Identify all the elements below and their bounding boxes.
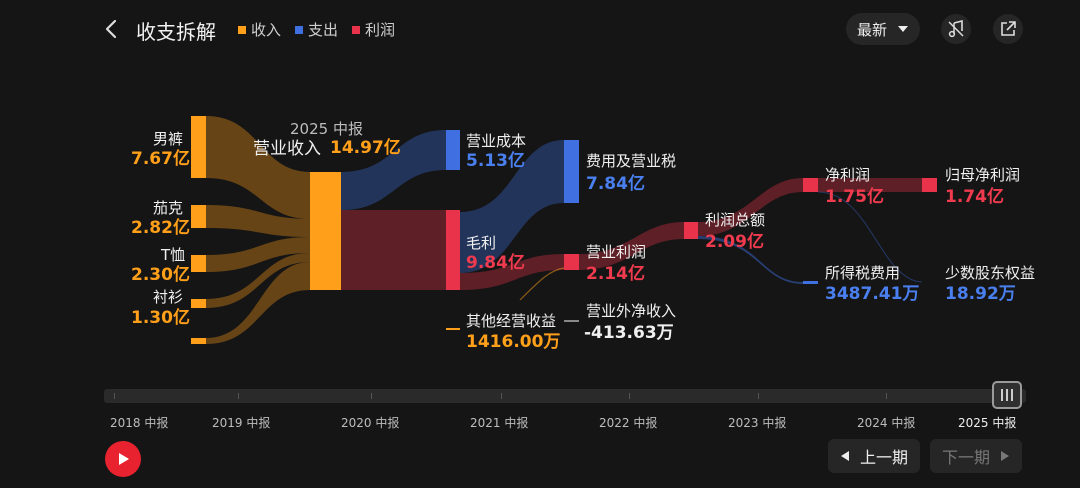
year-2024[interactable]: 2024 中报 — [857, 416, 916, 430]
share-icon — [1001, 21, 1016, 36]
value-tax: 3487.41万 — [825, 284, 920, 304]
year-2025[interactable]: 2025 中报 — [958, 416, 1017, 430]
music-note-off-icon — [948, 20, 964, 38]
node-shirt — [191, 299, 206, 308]
value-op-profit: 2.14亿 — [586, 264, 645, 284]
legend: 收入 支出 利润 — [238, 19, 395, 40]
node-expenses — [564, 140, 579, 203]
node-cost — [446, 130, 460, 170]
label-parent: 归母净利润 — [945, 166, 1021, 184]
value-other-income: 1416.00万 — [466, 332, 561, 352]
caret-right-icon — [1001, 451, 1009, 461]
timeline-track[interactable] — [104, 389, 1026, 403]
node-total-profit — [684, 222, 698, 239]
back-button[interactable] — [100, 16, 124, 42]
node-gross — [446, 210, 460, 290]
label-tax: 所得税费用 — [825, 264, 901, 282]
timeline-handle[interactable] — [992, 381, 1022, 409]
link-other — [206, 262, 310, 344]
node-tax — [803, 281, 818, 284]
value-total-profit: 2.09亿 — [705, 232, 764, 252]
value-revenue: 14.97亿 — [330, 138, 401, 158]
page-title: 收支拆解 — [136, 20, 216, 44]
caret-left-icon — [840, 451, 849, 461]
label-total-profit: 利润总额 — [705, 211, 766, 229]
next-period-button[interactable]: 下一期 — [930, 439, 1022, 473]
value-men-pants: 7.67亿 — [131, 149, 190, 169]
value-net-profit: 1.75亿 — [825, 187, 884, 207]
label-tshirt: T恤 — [161, 246, 186, 264]
label-minority: 少数股东权益 — [945, 264, 1036, 282]
play-button[interactable] — [105, 441, 141, 477]
label-men-pants: 男裤 — [153, 130, 184, 148]
label-revenue: 营业收入 — [253, 139, 321, 159]
link-tshirt — [206, 237, 310, 272]
period-select-value: 最新 — [857, 20, 888, 39]
link-net-profit — [698, 178, 803, 236]
node-revenue — [310, 172, 341, 290]
label-net-profit: 净利润 — [825, 166, 871, 184]
node-op-profit — [564, 254, 579, 270]
prev-period-button[interactable]: 上一期 — [828, 439, 920, 473]
share-button[interactable] — [993, 14, 1023, 44]
link-men-pants — [206, 116, 310, 219]
value-expenses: 7.84亿 — [586, 174, 645, 194]
node-parent — [922, 178, 937, 192]
value-non-op: -413.63万 — [584, 323, 674, 343]
label-op-profit: 营业利润 — [586, 243, 647, 261]
node-non-op — [564, 320, 579, 322]
link-parent — [818, 178, 922, 192]
music-note-off-button[interactable] — [941, 14, 971, 44]
legend-expense: 支出 — [295, 19, 338, 40]
link-minority — [817, 191, 923, 283]
label-jacket: 茄克 — [153, 199, 184, 217]
year-2021[interactable]: 2021 中报 — [470, 416, 529, 430]
back-chevron-icon — [105, 19, 117, 39]
chevron-down-icon — [898, 26, 909, 32]
year-2020[interactable]: 2020 中报 — [341, 416, 400, 430]
label-non-op: 营业外净收入 — [586, 302, 677, 320]
value-shirt: 1.30亿 — [131, 308, 190, 328]
label-other-income: 其他经营收益 — [466, 312, 557, 330]
year-2018[interactable]: 2018 中报 — [110, 416, 169, 430]
node-jacket — [191, 205, 206, 228]
prev-period-label: 上一期 — [859, 448, 908, 467]
year-2022[interactable]: 2022 中报 — [599, 416, 658, 430]
node-tshirt — [191, 255, 206, 272]
value-cost: 5.13亿 — [466, 151, 525, 171]
link-gross — [341, 210, 446, 290]
link-shirt — [206, 253, 310, 308]
timeline-ticks — [104, 389, 1026, 403]
period-select[interactable]: 最新 — [846, 13, 920, 45]
link-cost — [341, 130, 446, 210]
link-op-profit — [460, 254, 564, 290]
year-2023[interactable]: 2023 中报 — [728, 416, 787, 430]
value-minority: 18.92万 — [945, 284, 1016, 304]
period-label: 2025 中报 — [290, 120, 363, 138]
node-men-pants — [191, 116, 206, 178]
legend-income: 收入 — [238, 19, 281, 40]
node-other-income — [446, 328, 460, 330]
next-period-label: 下一期 — [941, 448, 990, 467]
node-other-source — [191, 338, 206, 344]
node-net-profit — [803, 178, 818, 192]
link-jacket — [206, 205, 310, 237]
value-jacket: 2.82亿 — [131, 218, 190, 238]
value-tshirt: 2.30亿 — [131, 265, 190, 285]
legend-profit: 利润 — [352, 19, 395, 40]
label-expenses: 费用及营业税 — [586, 152, 677, 170]
sankey-chart — [191, 116, 937, 344]
link-total-profit — [579, 222, 684, 270]
year-2019[interactable]: 2019 中报 — [212, 416, 271, 430]
play-icon — [119, 453, 129, 465]
value-parent: 1.74亿 — [945, 187, 1004, 207]
link-expenses — [460, 140, 564, 273]
link-other-op — [519, 267, 565, 301]
label-cost: 营业成本 — [466, 132, 527, 150]
label-shirt: 衬衫 — [153, 288, 184, 306]
label-gross: 毛利 — [466, 234, 497, 252]
value-gross: 9.84亿 — [466, 253, 525, 273]
